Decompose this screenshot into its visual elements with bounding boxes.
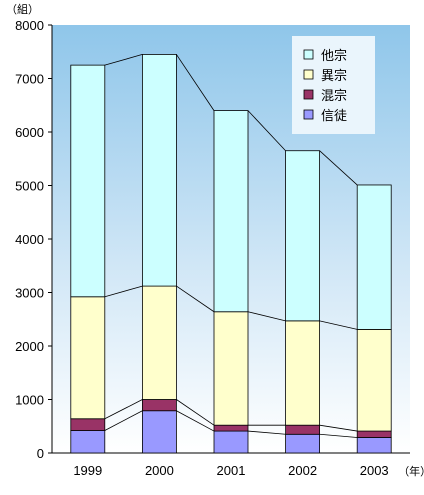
- bar-segment: [70, 296, 106, 420]
- bar-segment: [356, 329, 392, 432]
- bar-segment: [356, 437, 392, 454]
- series-connector-line: [176, 399, 215, 426]
- series-connector-line: [247, 311, 286, 322]
- series-connector-line: [319, 150, 358, 186]
- y-tick-label: 3000: [15, 286, 44, 301]
- series-connector-line: [104, 399, 143, 420]
- bar-segment: [356, 184, 392, 330]
- series-connector-line: [319, 424, 358, 432]
- bar-segment: [285, 433, 321, 454]
- legend-swatch: [303, 49, 314, 60]
- legend-swatch: [303, 69, 314, 80]
- x-tick-label: 1999: [73, 463, 102, 478]
- series-connector-line: [247, 430, 286, 435]
- bar-segment: [213, 424, 249, 432]
- bar-segment: [213, 311, 249, 426]
- legend-label: 混宗: [321, 88, 347, 104]
- x-tick-label: 2000: [145, 463, 174, 478]
- bar-segment: [141, 285, 177, 400]
- bar-segment: [285, 150, 321, 322]
- series-connector-line: [247, 110, 286, 151]
- bar-segment: [141, 54, 177, 287]
- bar-segment: [213, 430, 249, 454]
- bar-segment: [285, 320, 321, 426]
- y-tick-label: 4000: [15, 232, 44, 247]
- x-tick-label: 2003: [360, 463, 389, 478]
- bar-segment: [213, 110, 249, 313]
- series-connector-line: [104, 54, 143, 66]
- bar-segment: [141, 399, 177, 412]
- series-connector-line: [319, 433, 358, 438]
- x-unit-label: （年）: [398, 464, 424, 478]
- x-tick-label: 2002: [288, 463, 317, 478]
- series-connector-line: [104, 285, 143, 298]
- bar-segment: [356, 430, 392, 438]
- bar-segment: [70, 64, 106, 298]
- legend-swatch: [303, 89, 314, 100]
- series-connector-line: [176, 285, 215, 313]
- y-tick-label: 0: [37, 446, 44, 461]
- bar-segment: [70, 430, 106, 454]
- legend-label: 信徒: [321, 109, 347, 124]
- y-tick-label: 5000: [15, 179, 44, 194]
- legend-label: 異宗: [321, 68, 347, 84]
- y-tick-label: 6000: [15, 125, 44, 140]
- series-connector-line: [319, 320, 358, 330]
- y-tick-label: 7000: [15, 72, 44, 87]
- series-connector-line: [176, 410, 215, 432]
- bar-segment: [141, 410, 177, 454]
- y-tick-label: 8000: [15, 18, 44, 33]
- bar-segment: [285, 424, 321, 435]
- series-connector-line: [176, 54, 215, 111]
- series-connector-line: [104, 410, 143, 431]
- y-tick-label: 1000: [15, 393, 44, 408]
- bar-segment: [70, 418, 106, 431]
- legend-label: 他宗: [321, 48, 347, 64]
- y-unit-label: （組）: [6, 3, 39, 16]
- y-tick-label: 2000: [15, 339, 44, 354]
- x-tick-label: 2001: [217, 463, 246, 478]
- legend-swatch: [303, 109, 314, 120]
